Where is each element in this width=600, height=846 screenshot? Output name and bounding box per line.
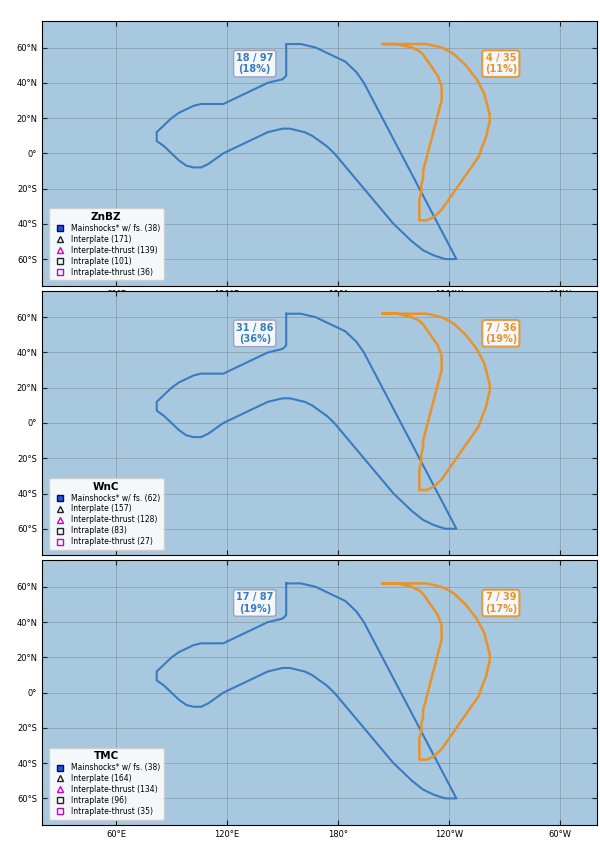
Text: 7 / 36
(19%): 7 / 36 (19%): [485, 322, 517, 344]
Legend: Mainshocks* w/ fs. (62), Interplate (157), Interplate-thrust (128), Intraplate (: Mainshocks* w/ fs. (62), Interplate (157…: [49, 478, 164, 550]
Text: 18 / 97
(18%): 18 / 97 (18%): [236, 53, 274, 74]
Text: 17 / 87
(19%): 17 / 87 (19%): [236, 592, 274, 614]
Text: 4 / 35
(11%): 4 / 35 (11%): [485, 53, 517, 74]
Text: 31 / 86
(36%): 31 / 86 (36%): [236, 322, 274, 344]
Legend: Mainshocks* w/ fs. (38), Interplate (164), Interplate-thrust (134), Intraplate (: Mainshocks* w/ fs. (38), Interplate (164…: [49, 748, 164, 820]
Legend: Mainshocks* w/ fs. (38), Interplate (171), Interplate-thrust (139), Intraplate (: Mainshocks* w/ fs. (38), Interplate (171…: [49, 208, 164, 280]
Text: 7 / 39
(17%): 7 / 39 (17%): [485, 592, 517, 614]
